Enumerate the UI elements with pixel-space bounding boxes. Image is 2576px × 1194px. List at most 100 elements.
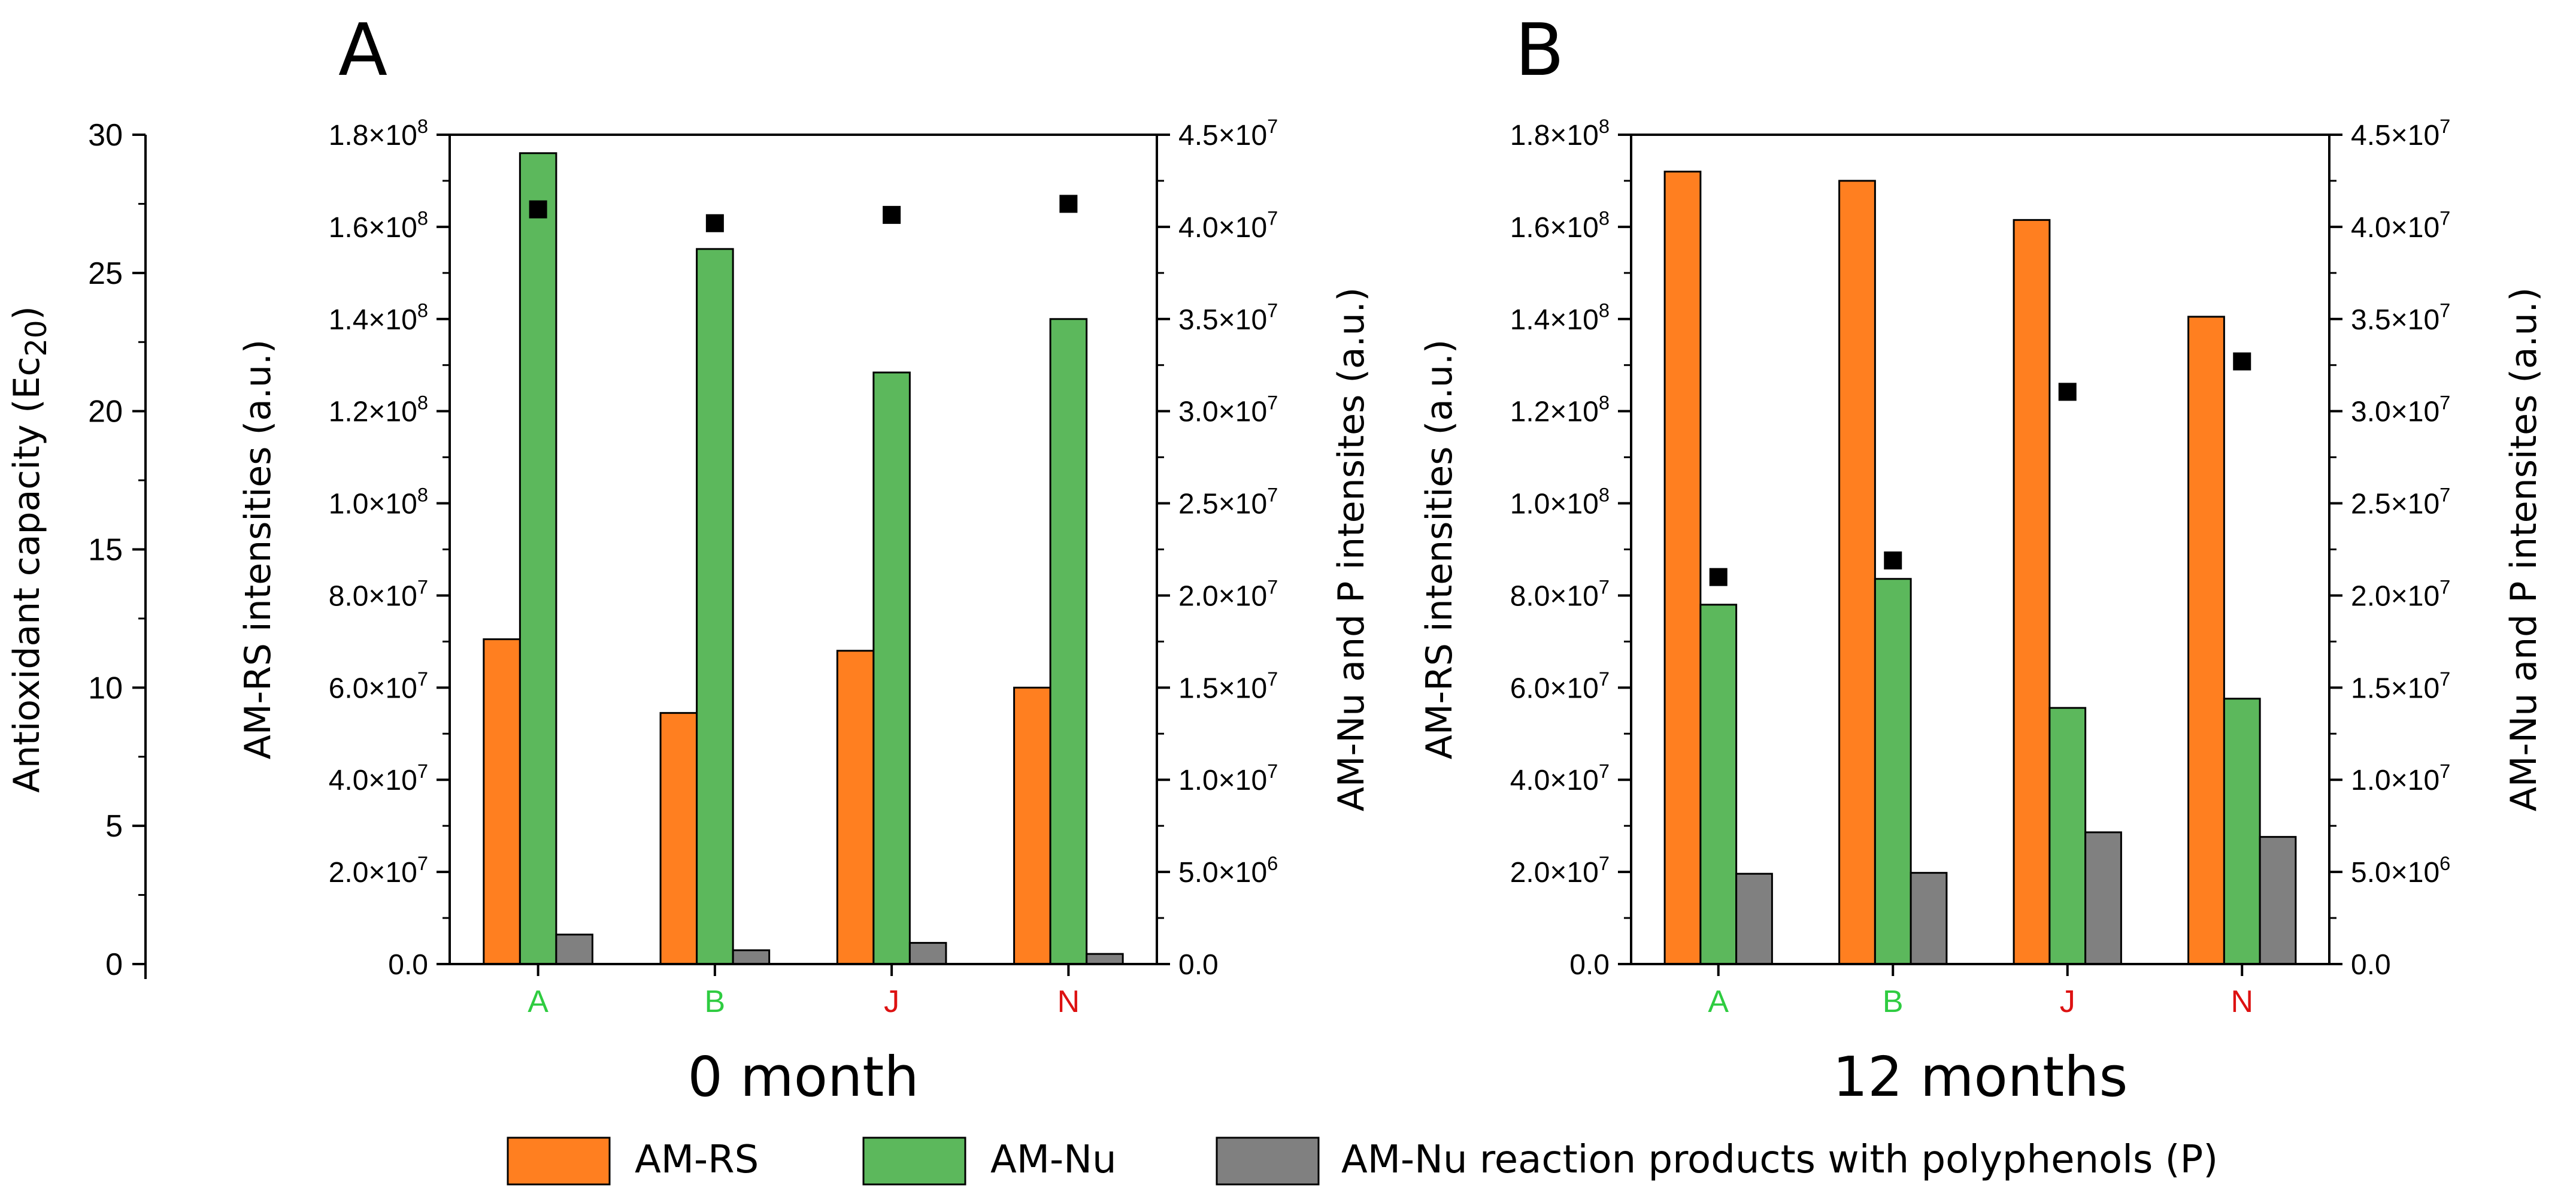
right-tick-label-exponent: 6 — [1267, 852, 1278, 874]
left-tick-label-exponent: 8 — [417, 299, 428, 322]
left-tick-label-mantissa: 8.0×10 — [329, 580, 417, 612]
left-tick-label-mantissa: 1.8×10 — [1510, 120, 1599, 151]
am-nu-bar-n — [2223, 698, 2261, 965]
legend-label-am-rs: AM-RS — [635, 1138, 759, 1182]
left-tick-label-exponent: 7 — [1599, 575, 1610, 598]
panel-letter: B — [1515, 9, 1564, 92]
p-bar-a — [1735, 872, 1773, 965]
right-tick-label: 2.5×107 — [2351, 483, 2450, 520]
left-axis-title: AM-RS intensities (a.u.) — [237, 340, 279, 760]
right-tick-label-mantissa: 4.5×10 — [1178, 120, 1267, 151]
left-tick-label-exponent: 8 — [1599, 392, 1610, 414]
x-tick-label-n: N — [2230, 984, 2253, 1019]
right-tick-label-exponent: 7 — [2439, 483, 2450, 505]
p-bar-j — [908, 942, 947, 965]
left-tick-label: 1.4×108 — [329, 299, 428, 336]
left-tick-label-mantissa: 6.0×10 — [329, 672, 417, 704]
am-rs-bar-a — [483, 638, 521, 965]
right-tick-label: 0.0 — [2351, 949, 2391, 981]
right-tick-label-exponent: 7 — [2439, 668, 2450, 690]
am-rs-bar-b — [659, 712, 698, 965]
right-tick-label: 2.5×107 — [1178, 483, 1278, 520]
right-tick-label: 2.0×107 — [1178, 575, 1278, 612]
right-tick-label-mantissa: 3.0×10 — [1178, 396, 1267, 428]
left-tick-label-exponent: 7 — [417, 575, 428, 598]
left-tick-label-exponent: 8 — [1599, 207, 1610, 229]
right-tick-label: 3.5×107 — [1178, 299, 1278, 336]
am-rs-bar-b — [1838, 180, 1876, 965]
antioxidant-axis-title: Antioxidant capacity (Ec20) — [6, 306, 53, 793]
legend-swatch-am-nu — [862, 1137, 966, 1186]
left-tick-label-mantissa: 1.4×10 — [1510, 304, 1599, 336]
right-tick-label: 5.0×106 — [1178, 852, 1278, 889]
right-axis-title: AM-Nu and P intensites (a.u.) — [1331, 287, 1372, 811]
x-tick-label-a: A — [1708, 984, 1729, 1019]
panel-letter: A — [338, 9, 387, 92]
left-tick-label: 4.0×107 — [1510, 760, 1610, 796]
right-axis-title: AM-Nu and P intensites (a.u.) — [2503, 287, 2545, 811]
right-tick-label: 1.5×107 — [1178, 668, 1278, 704]
am-rs-bar-j — [2013, 219, 2051, 965]
antioxidant-point-n — [1059, 195, 1078, 213]
left-tick-label: 2.0×107 — [329, 852, 428, 889]
antioxidant-title-subscript: 20 — [20, 320, 53, 356]
left-tick-label: 8.0×107 — [329, 575, 428, 612]
left-tick-label: 0.0 — [1569, 949, 1610, 981]
am-nu-bar-a — [1699, 604, 1738, 965]
panel-subtitle: 0 month — [687, 1045, 919, 1109]
right-tick-label: 4.5×107 — [2351, 115, 2450, 151]
right-tick-label-exponent: 7 — [1267, 115, 1278, 137]
legend-label-am-nu: AM-Nu — [990, 1138, 1117, 1182]
left-tick-label-mantissa: 1.0×10 — [329, 489, 417, 520]
right-tick-label-mantissa: 1.5×10 — [1178, 672, 1267, 704]
am-rs-bar-a — [1663, 171, 1702, 965]
right-tick-label-exponent: 7 — [1267, 575, 1278, 598]
am-nu-bar-n — [1049, 318, 1088, 965]
right-tick-label-mantissa: 5.0×10 — [1178, 857, 1267, 889]
antioxidant-tick-label: 0 — [105, 947, 123, 982]
right-tick-label-exponent: 7 — [2439, 575, 2450, 598]
right-tick-label-exponent: 7 — [1267, 483, 1278, 505]
panel-b: B0.02.0×1074.0×1076.0×1078.0×1071.0×1081… — [1419, 9, 2545, 1109]
right-tick-label-mantissa: 3.5×10 — [2351, 304, 2439, 336]
antioxidant-point-b — [1884, 551, 1902, 569]
left-tick-label-mantissa: 6.0×10 — [1510, 672, 1599, 704]
right-tick-label-mantissa: 1.0×10 — [2351, 765, 2439, 796]
antioxidant-tick-label: 30 — [88, 118, 123, 153]
left-tick-label: 1.0×108 — [1510, 483, 1610, 520]
antioxidant-point-a — [1709, 568, 1728, 586]
left-tick-label-mantissa: 1.6×10 — [1510, 212, 1599, 244]
antioxidant-title-end: ) — [6, 306, 48, 320]
antioxidant-title-main: Antioxidant capacity (Ec — [6, 357, 48, 793]
antioxidant-tick-label: 20 — [88, 395, 123, 429]
right-tick-label-exponent: 7 — [1267, 668, 1278, 690]
legend-label-p: AM-Nu reaction products with polyphenols… — [1341, 1138, 2218, 1182]
legend-swatch-p — [1216, 1137, 1320, 1186]
right-tick-label: 1.0×107 — [2351, 760, 2450, 796]
left-tick-label-exponent: 8 — [417, 483, 428, 505]
left-tick-label-mantissa: 1.2×10 — [329, 396, 417, 428]
left-tick-label-mantissa: 8.0×10 — [1510, 580, 1599, 612]
antioxidant-point-j — [2058, 383, 2077, 401]
p-bar-b — [732, 949, 771, 965]
right-tick-label-mantissa: 2.5×10 — [1178, 489, 1267, 520]
right-tick-label-mantissa: 1.0×10 — [1178, 765, 1267, 796]
am-nu-bar-a — [519, 152, 557, 965]
am-rs-bar-n — [1013, 686, 1051, 965]
antioxidant-point-n — [2233, 352, 2251, 371]
p-bar-b — [1910, 872, 1948, 965]
left-tick-label-mantissa: 0.0 — [1569, 949, 1610, 981]
am-nu-bar-b — [1874, 578, 1912, 965]
left-tick-label-mantissa: 1.8×10 — [329, 120, 417, 151]
right-tick-label-mantissa: 4.5×10 — [2351, 120, 2439, 151]
left-tick-label-exponent: 8 — [1599, 299, 1610, 322]
antioxidant-tick-label: 5 — [105, 809, 123, 844]
left-tick-label: 0.0 — [388, 949, 428, 981]
left-tick-label: 1.0×108 — [329, 483, 428, 520]
p-bar-n — [2259, 836, 2297, 965]
left-axis-title: AM-RS intensities (a.u.) — [1419, 340, 1460, 760]
x-tick-label-b: B — [705, 984, 726, 1019]
left-tick-label: 4.0×107 — [329, 760, 428, 796]
